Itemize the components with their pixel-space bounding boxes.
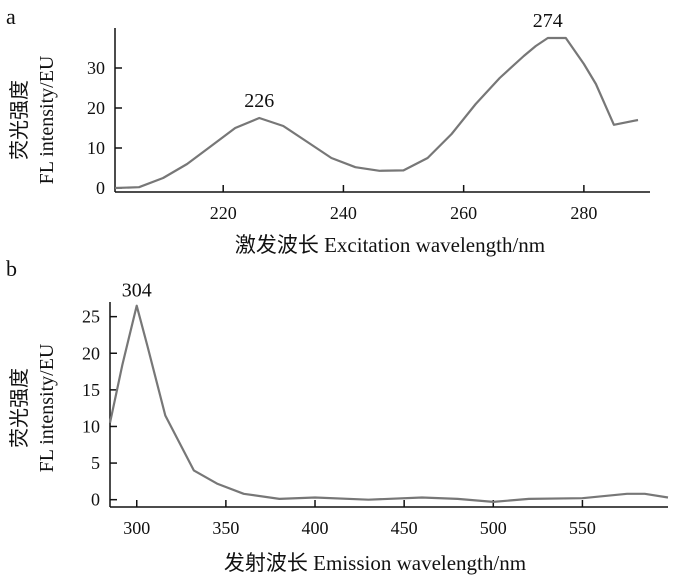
panel-a-x-tick-label: 260 xyxy=(450,203,477,223)
panel-a-x-tick-label: 240 xyxy=(330,203,357,223)
panel-a-x-tick-label: 220 xyxy=(210,203,237,223)
panel-b-x-tick-label: 500 xyxy=(480,518,507,538)
panel-a-x-tick-label: 280 xyxy=(570,203,597,223)
panel-a-x-ticks: 220 240 260 280 xyxy=(210,185,597,223)
panel-b-series-line xyxy=(108,304,669,503)
panel-b-x-tick-label: 400 xyxy=(302,518,329,538)
panel-b-y-tick-label: 25 xyxy=(82,307,100,327)
panel-a-y-tick-label: 0 xyxy=(96,178,105,198)
panel-a-series-line xyxy=(114,36,639,190)
panel-b-plot-area: 304 xyxy=(108,280,669,503)
panel-a-ylabel-cn: 荧光强度 xyxy=(8,80,31,160)
panel-a-label: a xyxy=(6,4,16,29)
panel-b-x-tick-label: 550 xyxy=(569,518,596,538)
panel-b-y-tick-label: 20 xyxy=(82,343,100,363)
panel-b-peak-label: 304 xyxy=(122,280,152,302)
panel-a-ylabel-en: FL intensity/EU xyxy=(36,55,58,184)
panel-b-y-tick-label: 15 xyxy=(82,380,100,400)
panel-b-xlabel: 发射波长 Emission wavelength/nm xyxy=(224,551,526,575)
panel-b-x-tick-label: 450 xyxy=(391,518,418,538)
panel-b: b 荧光强度 FL intensity/EU 0 5 10 15 20 25 300 350… xyxy=(6,256,669,575)
panel-a-peak-label: 226 xyxy=(244,90,274,112)
panel-b-y-tick-label: 0 xyxy=(91,490,100,510)
panel-a-y-tick-label: 20 xyxy=(87,98,105,118)
panel-b-x-ticks: 300 350 400 450 500 550 xyxy=(123,500,596,538)
panel-a-plot-area: 226 274 xyxy=(114,10,639,190)
panel-b-y-tick-label: 5 xyxy=(91,453,100,473)
panel-b-label: b xyxy=(6,256,17,281)
panel-b-y-tick-label: 10 xyxy=(82,416,100,436)
panel-a-y-tick-label: 10 xyxy=(87,138,105,158)
panel-a-y-ticks: 0 10 20 30 xyxy=(87,58,122,198)
panel-b-ylabel-en: FL intensity/EU xyxy=(36,343,58,472)
panel-b-x-tick-label: 300 xyxy=(123,518,150,538)
panel-a-peak-label: 274 xyxy=(533,10,563,32)
panel-b-ylabel-cn: 荧光强度 xyxy=(8,368,31,448)
panel-a-y-tick-label: 30 xyxy=(87,58,105,78)
panel-a: a 荧光强度 FL intensity/EU 0 10 20 30 220 240 260… xyxy=(6,4,650,257)
panel-b-x-tick-label: 350 xyxy=(212,518,239,538)
panel-b-y-ticks: 0 5 10 15 20 25 xyxy=(82,307,117,510)
panel-a-xlabel: 激发波长 Excitation wavelength/nm xyxy=(235,233,545,257)
